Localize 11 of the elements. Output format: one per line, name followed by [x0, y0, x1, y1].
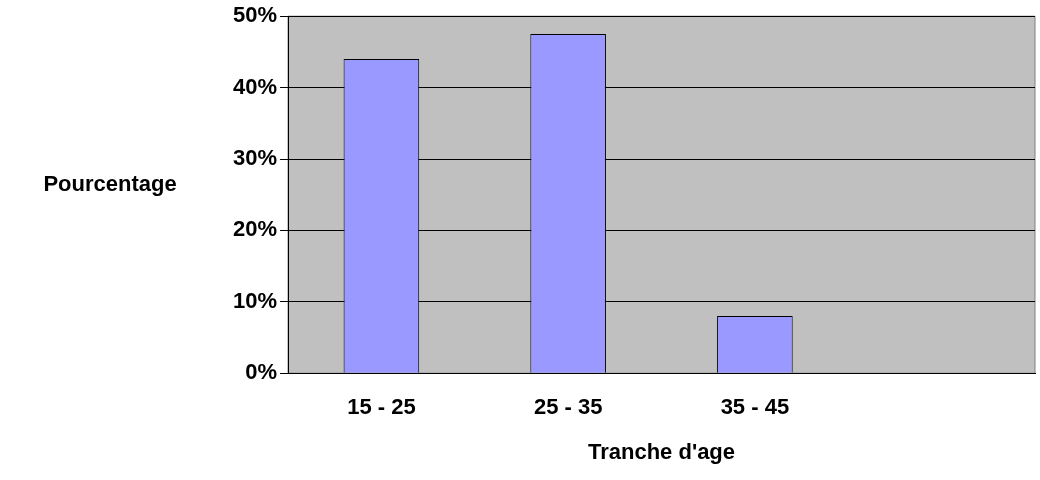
- x-tick-label: 35 - 45: [720, 394, 790, 420]
- y-tick-label: 10%: [232, 287, 278, 313]
- y-tick-label: 30%: [232, 145, 278, 171]
- x-tick-label: 25 - 35: [533, 394, 603, 420]
- y-tick-label: 40%: [232, 73, 278, 99]
- y-tick-label: 50%: [232, 2, 278, 28]
- x-tick-label: 15 - 25: [347, 394, 416, 420]
- y-tick-label: 20%: [232, 216, 278, 242]
- x-axis-title: Tranche d'age: [587, 438, 736, 464]
- y-tick-label: 0%: [245, 359, 278, 385]
- y-axis-title: Pourcentage: [43, 170, 177, 196]
